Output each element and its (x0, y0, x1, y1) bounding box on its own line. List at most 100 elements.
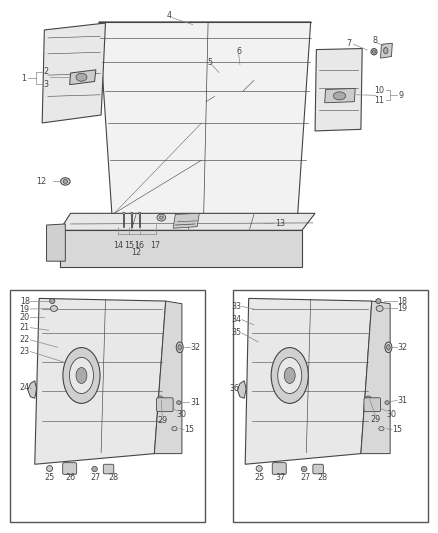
Text: 17: 17 (151, 241, 161, 250)
Text: 15: 15 (124, 241, 134, 250)
Text: 3: 3 (43, 79, 48, 88)
Polygon shape (35, 298, 166, 464)
Text: 26: 26 (66, 473, 76, 482)
Text: 14: 14 (113, 241, 123, 250)
Text: 31: 31 (397, 396, 407, 405)
Text: 30: 30 (386, 410, 396, 419)
Text: 18: 18 (397, 296, 407, 305)
Ellipse shape (76, 368, 87, 383)
Ellipse shape (70, 358, 93, 393)
Polygon shape (173, 213, 199, 228)
Ellipse shape (372, 50, 375, 53)
Ellipse shape (365, 396, 371, 401)
Ellipse shape (256, 466, 262, 471)
Text: 9: 9 (399, 91, 404, 100)
FancyBboxPatch shape (156, 398, 173, 411)
Text: 12: 12 (131, 248, 141, 257)
Text: 21: 21 (20, 323, 30, 332)
Polygon shape (70, 70, 96, 85)
Text: 37: 37 (275, 473, 285, 482)
Polygon shape (154, 301, 182, 454)
Text: 6: 6 (236, 47, 241, 55)
Ellipse shape (138, 212, 141, 214)
Text: 31: 31 (190, 398, 200, 407)
Text: 15: 15 (184, 425, 194, 434)
Ellipse shape (387, 345, 390, 350)
Polygon shape (60, 213, 315, 230)
Text: 19: 19 (397, 304, 407, 313)
Ellipse shape (384, 47, 388, 54)
Ellipse shape (385, 401, 389, 405)
Text: 11: 11 (374, 95, 385, 104)
Text: 29: 29 (370, 415, 381, 424)
Ellipse shape (271, 348, 308, 403)
Text: 19: 19 (20, 304, 30, 313)
Text: 30: 30 (177, 410, 187, 419)
Text: 10: 10 (374, 85, 385, 94)
Text: 18: 18 (20, 296, 30, 305)
Text: 34: 34 (231, 315, 241, 324)
Ellipse shape (76, 73, 87, 81)
Polygon shape (245, 298, 372, 464)
Polygon shape (28, 381, 36, 398)
Text: 2: 2 (43, 68, 48, 76)
Ellipse shape (333, 92, 346, 100)
Ellipse shape (376, 298, 381, 303)
Text: 5: 5 (208, 59, 213, 67)
Ellipse shape (92, 466, 97, 472)
Text: 27: 27 (91, 473, 101, 482)
Text: 27: 27 (300, 473, 311, 482)
Ellipse shape (371, 49, 377, 55)
Ellipse shape (176, 342, 183, 353)
Ellipse shape (177, 401, 181, 405)
Polygon shape (42, 23, 106, 123)
FancyBboxPatch shape (233, 290, 427, 522)
Text: 22: 22 (20, 335, 30, 344)
Ellipse shape (131, 212, 133, 214)
Ellipse shape (178, 345, 181, 350)
Ellipse shape (172, 426, 177, 431)
Text: 16: 16 (134, 241, 145, 250)
FancyBboxPatch shape (63, 463, 77, 474)
FancyBboxPatch shape (364, 398, 381, 411)
Text: 28: 28 (318, 473, 328, 482)
Text: 7: 7 (346, 39, 352, 48)
Text: 32: 32 (190, 343, 200, 352)
Text: 35: 35 (231, 328, 241, 337)
Polygon shape (60, 230, 302, 266)
Text: 25: 25 (254, 473, 264, 482)
Text: 23: 23 (20, 347, 30, 356)
Ellipse shape (301, 466, 307, 472)
Text: 25: 25 (45, 473, 55, 482)
Text: 4: 4 (166, 11, 171, 20)
Ellipse shape (49, 298, 55, 303)
Ellipse shape (376, 305, 383, 311)
Ellipse shape (159, 216, 163, 219)
Polygon shape (99, 22, 311, 216)
Text: 15: 15 (392, 425, 402, 434)
FancyBboxPatch shape (103, 464, 114, 474)
Ellipse shape (123, 212, 125, 214)
Polygon shape (237, 381, 246, 398)
Polygon shape (46, 224, 65, 261)
Ellipse shape (284, 368, 295, 383)
Ellipse shape (278, 358, 302, 393)
Polygon shape (381, 43, 392, 58)
Polygon shape (325, 88, 355, 103)
Text: 28: 28 (108, 473, 118, 482)
Text: 13: 13 (275, 220, 285, 229)
Text: 24: 24 (20, 383, 30, 392)
Text: 36: 36 (229, 384, 239, 393)
Ellipse shape (63, 180, 67, 183)
Text: 33: 33 (231, 302, 241, 311)
Ellipse shape (379, 426, 384, 431)
Text: 32: 32 (397, 343, 407, 352)
Ellipse shape (63, 348, 100, 403)
Text: 8: 8 (372, 36, 378, 45)
Ellipse shape (46, 466, 53, 471)
Ellipse shape (50, 305, 57, 311)
Text: 1: 1 (21, 74, 26, 83)
Polygon shape (361, 301, 390, 454)
Ellipse shape (157, 396, 163, 401)
FancyBboxPatch shape (313, 464, 323, 474)
